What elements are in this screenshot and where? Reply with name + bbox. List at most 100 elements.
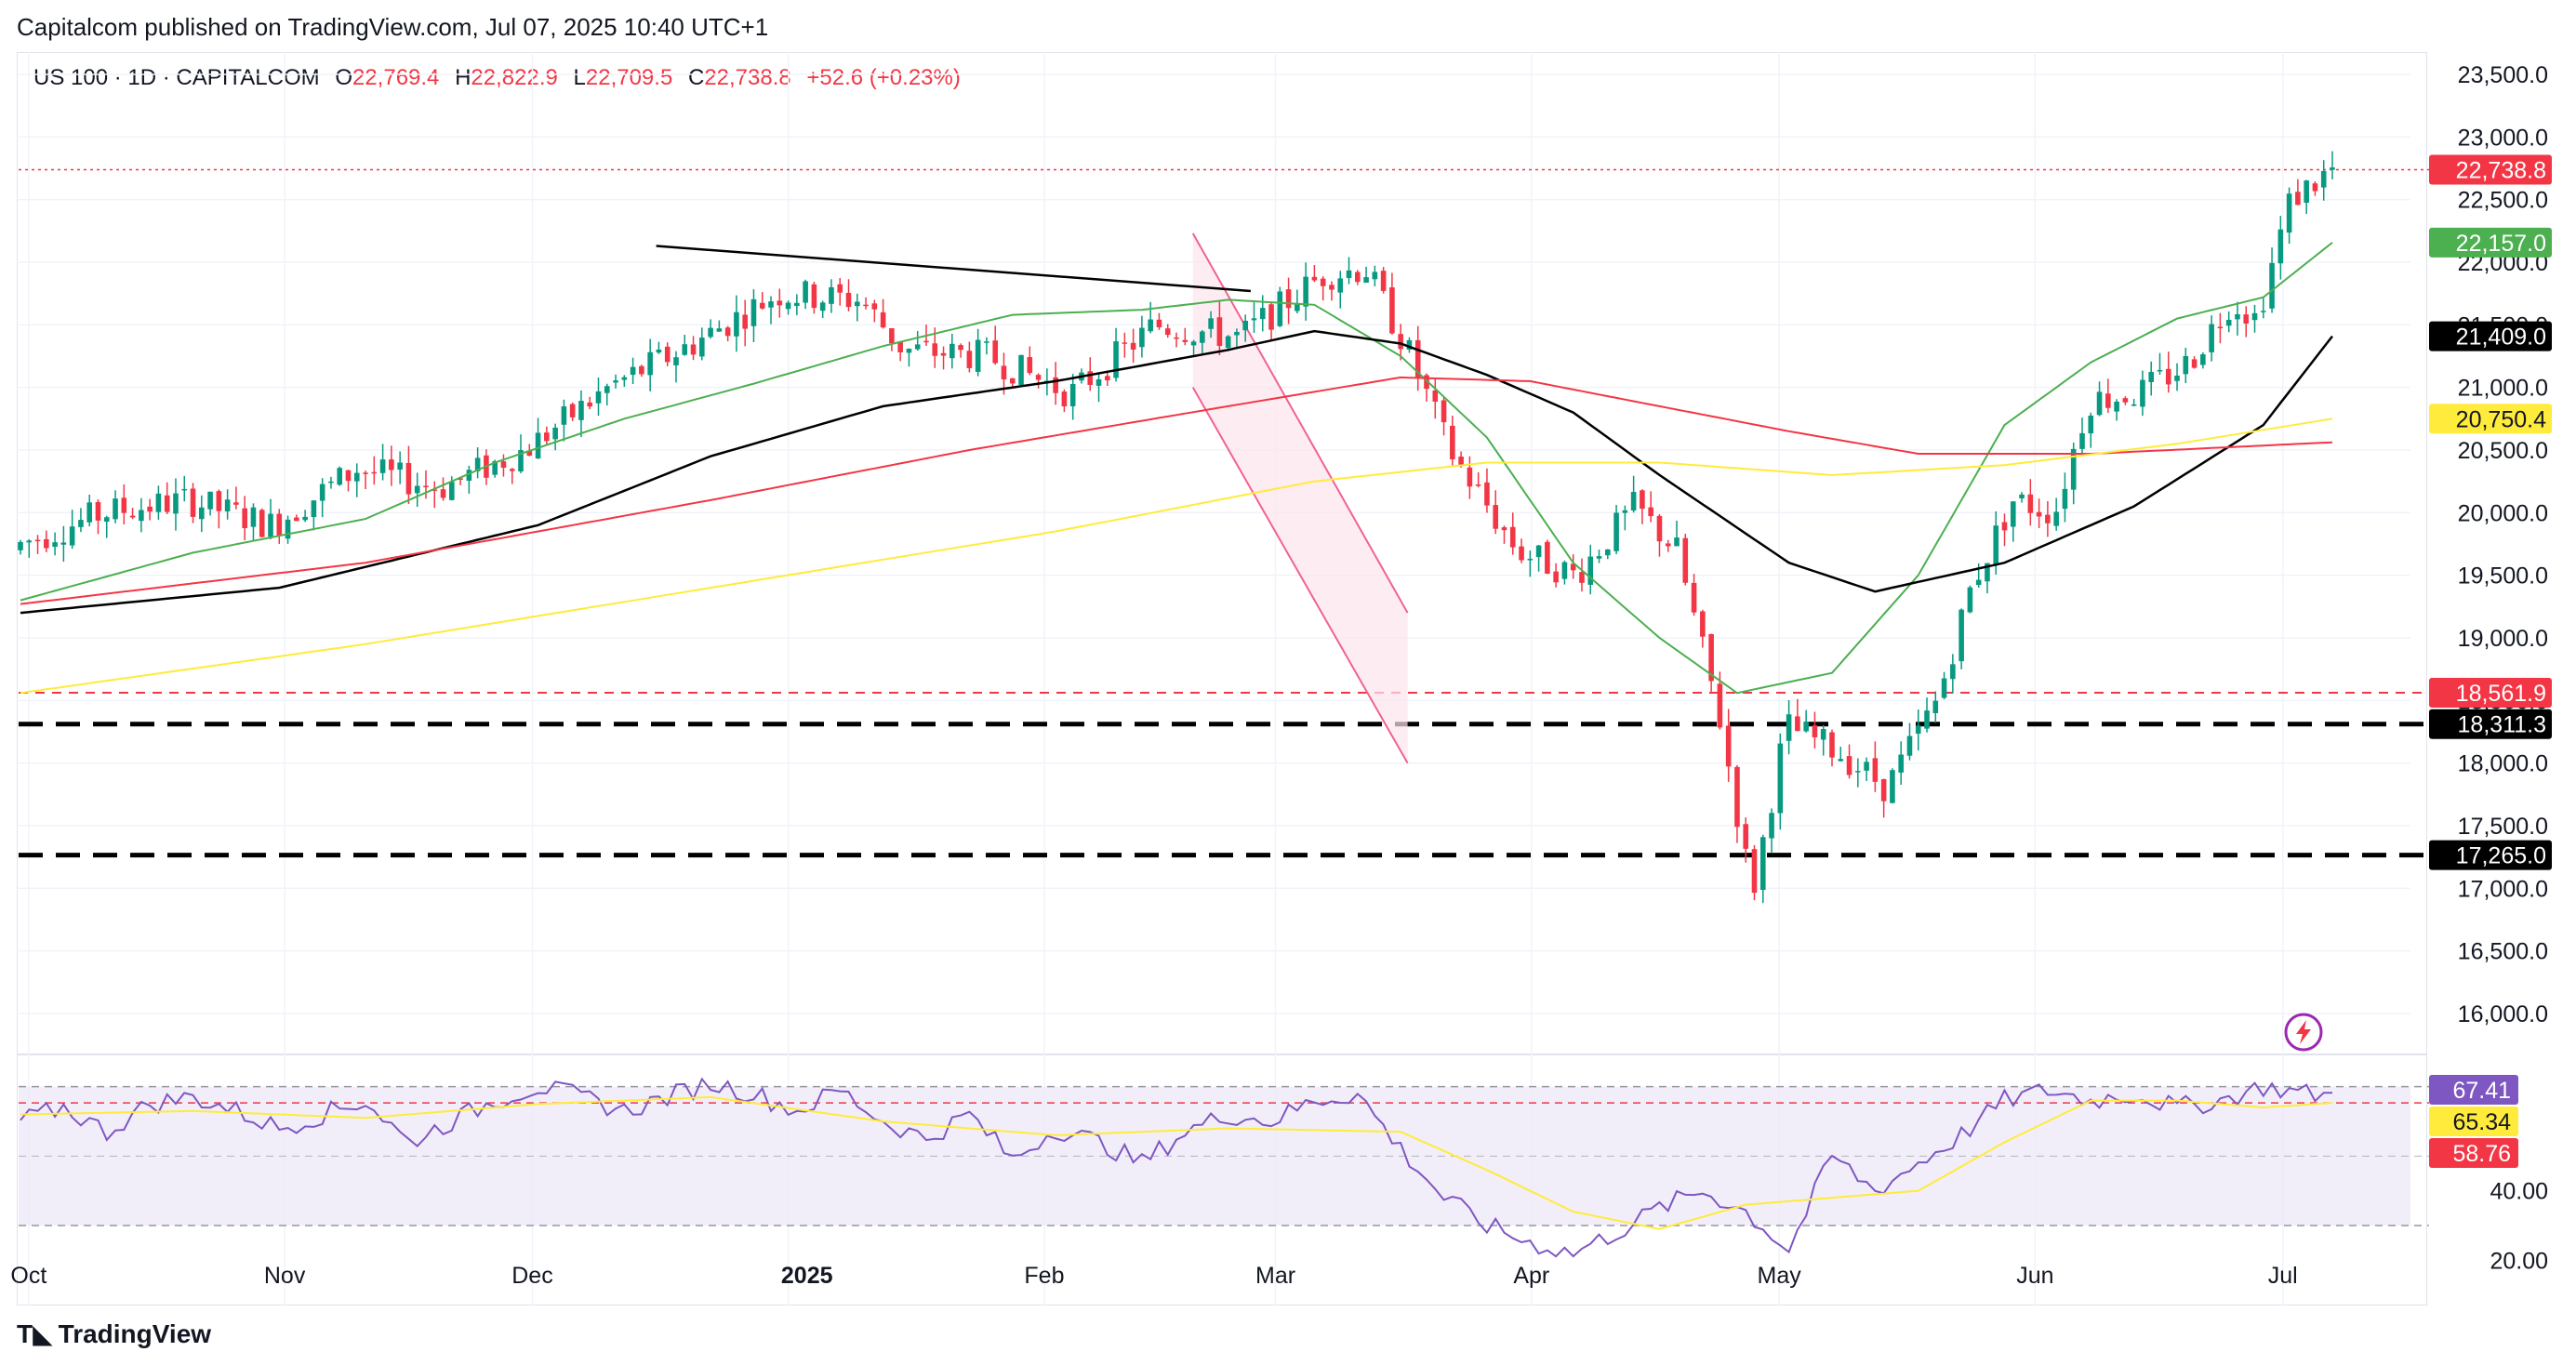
candle-body [1216, 317, 1223, 346]
candle-body [1190, 341, 1197, 346]
candle-body [1596, 556, 1602, 559]
price-label-text: 20,750.4 [2456, 406, 2546, 432]
candle-body [2191, 359, 2198, 368]
candle-body [595, 391, 602, 404]
candle-body [2174, 375, 2180, 381]
symbol-label[interactable]: US 100 · 1D · CAPITALCOM [33, 65, 320, 90]
candle-body [509, 469, 515, 471]
candle-body [2131, 404, 2137, 406]
candle-body [2269, 262, 2275, 309]
candle-body [113, 498, 118, 520]
price-label-box [2429, 840, 2552, 870]
candle-body [1743, 824, 1749, 849]
ma-line [20, 417, 2333, 695]
candle-body [1493, 505, 1499, 529]
rsi-label-box [2429, 1075, 2518, 1105]
candle-body [1001, 365, 1007, 380]
candle-body [1967, 587, 1973, 613]
candle-body [768, 301, 774, 308]
lightning-icon[interactable] [2283, 1012, 2324, 1053]
x-tick-label: Feb [1024, 1263, 1064, 1289]
candle-body [1259, 308, 1266, 320]
rsi-label-box [2429, 1107, 2518, 1136]
candle-body [880, 311, 886, 328]
price-label-box [2429, 404, 2552, 434]
candle-body [268, 513, 273, 537]
candle-body [2165, 368, 2171, 385]
candle-body [734, 311, 739, 337]
open-label: O [335, 65, 352, 90]
candle-body [353, 472, 360, 482]
x-tick-label: Jun [2016, 1263, 2053, 1289]
candle-body [276, 513, 283, 536]
candle-body [1467, 467, 1473, 487]
rsi-panel [17, 1054, 2427, 1305]
candle-body [1208, 318, 1214, 329]
candle-body [1484, 482, 1490, 506]
close-value: 22,738.8 [704, 65, 791, 90]
candle-body [405, 462, 412, 495]
candle-body [544, 432, 550, 442]
candle-body [147, 506, 153, 512]
candle-body [1095, 378, 1102, 386]
candle-body [474, 457, 481, 471]
candle-body [984, 341, 989, 343]
candle-body [2251, 312, 2258, 321]
candle-body [569, 404, 576, 417]
x-tick-label: May [1758, 1263, 1802, 1289]
candle-body [2277, 229, 2284, 264]
candle-body [2243, 314, 2250, 324]
candle-body [2053, 511, 2059, 526]
candle-body [207, 491, 213, 510]
candle-body [949, 343, 955, 359]
candle-body [829, 286, 834, 304]
candle-body [1579, 572, 1585, 583]
candle-body [2122, 398, 2129, 403]
candle-body [2096, 391, 2103, 416]
candle-body [1398, 334, 1403, 350]
x-tick-label: 2025 [781, 1263, 833, 1289]
candle-body [690, 344, 697, 355]
candle-body [1759, 837, 1766, 891]
channel-upper-line [1191, 232, 1409, 614]
candle-body [1354, 272, 1361, 283]
tradingview-logo[interactable]: T◣ TradingView [17, 1319, 211, 1349]
candle-body [103, 517, 110, 523]
candle-body [587, 402, 593, 407]
candle-body [1985, 563, 1990, 582]
x-tick-label: Oct [10, 1263, 46, 1289]
candle-body [1656, 515, 1663, 542]
candle-body [1389, 287, 1395, 334]
candle-body [121, 497, 127, 513]
candle-body [389, 459, 394, 470]
candle-body [319, 484, 325, 501]
candle-body [95, 501, 101, 521]
candle-body [1613, 512, 1619, 551]
rsi-label-box [2429, 1138, 2518, 1168]
candle-body [897, 341, 903, 352]
candle-body [2200, 354, 2206, 365]
candle-body [604, 386, 610, 393]
price-label-text: 21,409.0 [2456, 325, 2546, 351]
candle-body [673, 357, 679, 365]
candle-body [1234, 331, 1240, 336]
candle-body [1182, 339, 1188, 342]
high-value: 22,822.9 [471, 65, 558, 90]
candle-body [1320, 278, 1326, 286]
y-tick-label: 16,000.0 [2458, 1001, 2548, 1027]
candle-body [224, 499, 231, 511]
candle-body [1872, 758, 1879, 782]
candle-body [1682, 537, 1689, 583]
candle-body [449, 482, 455, 500]
candle-body [1519, 546, 1524, 561]
candle-body [1139, 327, 1145, 348]
candle-body [1035, 375, 1042, 380]
candle-body [1975, 579, 1982, 586]
candle-body [526, 450, 533, 457]
candle-body [1786, 714, 1792, 741]
price-label-text: 18,561.9 [2456, 681, 2546, 707]
candle-body [958, 345, 963, 351]
candle-body [1174, 337, 1179, 339]
candle-body [1148, 319, 1153, 332]
